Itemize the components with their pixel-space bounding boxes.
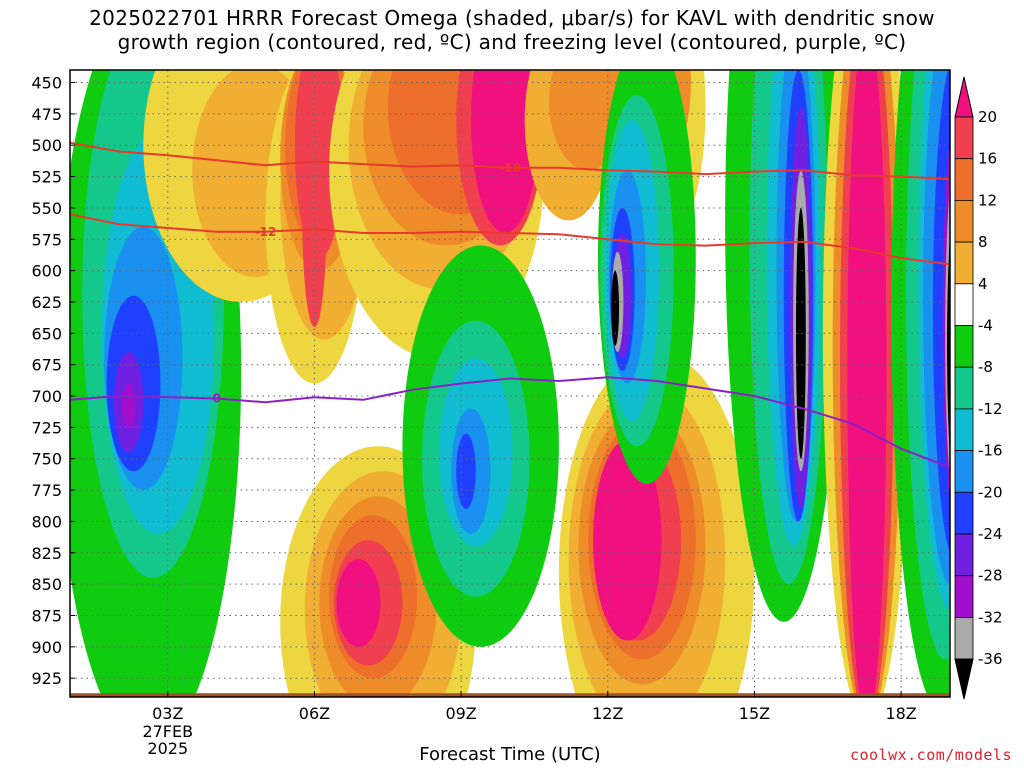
colorbar-tick-label: 8 — [978, 233, 988, 251]
colorbar-band — [954, 450, 974, 493]
colorbar-tick-label: -32 — [978, 608, 1003, 626]
colorbar-tick-label: -20 — [978, 483, 1003, 501]
colorbar-bottom-triangle — [954, 658, 974, 700]
colorbar-tick-label: 16 — [978, 150, 997, 168]
colorbar-top-triangle — [954, 76, 974, 118]
y-tick-label: 675 — [31, 356, 62, 375]
y-tick-label: 550 — [31, 199, 62, 218]
contour--18 — [70, 141, 950, 181]
colorbar-tick-label: -28 — [978, 567, 1003, 585]
colorbar-band — [954, 241, 974, 285]
omega-region-58 — [796, 207, 806, 459]
x-tick-label: 12Z — [592, 704, 623, 723]
omega-region-21 — [470, 70, 540, 233]
colorbar-band — [954, 116, 974, 160]
y-tick-label: 475 — [31, 105, 62, 124]
contour--12 — [70, 213, 950, 266]
temperature-contours: -18 -12 0 — [70, 141, 950, 469]
y-tick-label: 775 — [31, 481, 62, 500]
colorbar-band — [954, 366, 974, 410]
x-tick-label: 15Z — [739, 704, 770, 723]
colorbar-tick-label: -12 — [978, 400, 1003, 418]
x-tick-label: 09Z — [445, 704, 476, 723]
colorbar-band — [954, 199, 974, 243]
colorbar-tick-label: 12 — [978, 191, 997, 209]
y-tick-label: 750 — [31, 450, 62, 469]
colorbar-tick-label: -16 — [978, 442, 1003, 460]
contour-label: 0 — [212, 392, 220, 406]
y-tick-label: 625 — [31, 293, 62, 312]
omega-region-7 — [121, 383, 136, 429]
omega-region-31 — [336, 559, 381, 647]
contour-0 — [70, 376, 950, 469]
omega-region-1 — [89, 521, 139, 697]
y-axis: 450 475 500 525 550 575 600 625 650 675 700 725 750 7… — [31, 74, 75, 688]
omega-region-50 — [611, 270, 620, 346]
colorbar-tick-label: -4 — [978, 317, 993, 335]
y-tick-label: 600 — [31, 262, 62, 281]
y-tick-label: 800 — [31, 512, 62, 531]
x-axis-label: Forecast Time (UTC) — [419, 744, 601, 765]
colorbar-tick-label: 20 — [978, 108, 997, 126]
x-tick-sublabel: 27FEB — [142, 722, 193, 741]
y-tick-label: 650 — [31, 324, 62, 343]
colorbar-band — [954, 325, 974, 368]
colorbar-tick-label: 4 — [978, 275, 988, 293]
omega-region-36 — [456, 433, 476, 509]
omega-region-62 — [847, 70, 887, 697]
title-line-2: growth region (contoured, red, ºC) and f… — [117, 30, 907, 54]
surface-band — [70, 693, 950, 697]
y-tick-label: 500 — [31, 136, 62, 155]
y-tick-label: 900 — [31, 638, 62, 657]
colorbar-band — [954, 533, 974, 577]
y-tick-label: 825 — [31, 544, 62, 563]
colorbar-band — [954, 408, 974, 451]
colorbar-band — [954, 575, 974, 618]
colorbar-band — [954, 491, 974, 535]
plot-frame — [69, 69, 951, 698]
colorbar-tick-label: -24 — [978, 525, 1003, 543]
y-tick-label: 525 — [31, 168, 62, 187]
omega-shading — [70, 70, 950, 697]
x-tick-label: 18Z — [885, 704, 916, 723]
credit-text: coolwx.com/models — [849, 746, 1012, 764]
x-tick-sublabel: 2025 — [147, 739, 188, 758]
contour-label: -12 — [255, 225, 277, 239]
y-tick-label: 875 — [31, 606, 62, 625]
colorbar-band — [954, 283, 974, 326]
colorbar-band — [954, 617, 974, 660]
x-tick-label: 03Z — [152, 704, 183, 723]
y-tick-label: 925 — [31, 669, 62, 688]
chart-title: 2025022701 HRRR Forecast Omega (shaded, … — [0, 6, 1024, 54]
y-tick-label: 450 — [31, 74, 62, 93]
y-tick-label: 850 — [31, 575, 62, 594]
colorbar: 20 16 12 8 4 -4 -8 -12 -16 -20 -24 -28 -32 -36 — [954, 76, 1003, 700]
x-tick-label: 06Z — [299, 704, 330, 723]
colorbar-band — [954, 158, 974, 201]
y-tick-label: 725 — [31, 418, 62, 437]
contour-label: -18 — [499, 161, 521, 175]
title-line-1: 2025022701 HRRR Forecast Omega (shaded, … — [89, 6, 935, 30]
colorbar-tick-label: -8 — [978, 358, 993, 376]
grid-lines — [70, 70, 950, 697]
y-tick-label: 700 — [31, 387, 62, 406]
colorbar-tick-label: -36 — [978, 650, 1003, 668]
y-tick-label: 575 — [31, 230, 62, 249]
